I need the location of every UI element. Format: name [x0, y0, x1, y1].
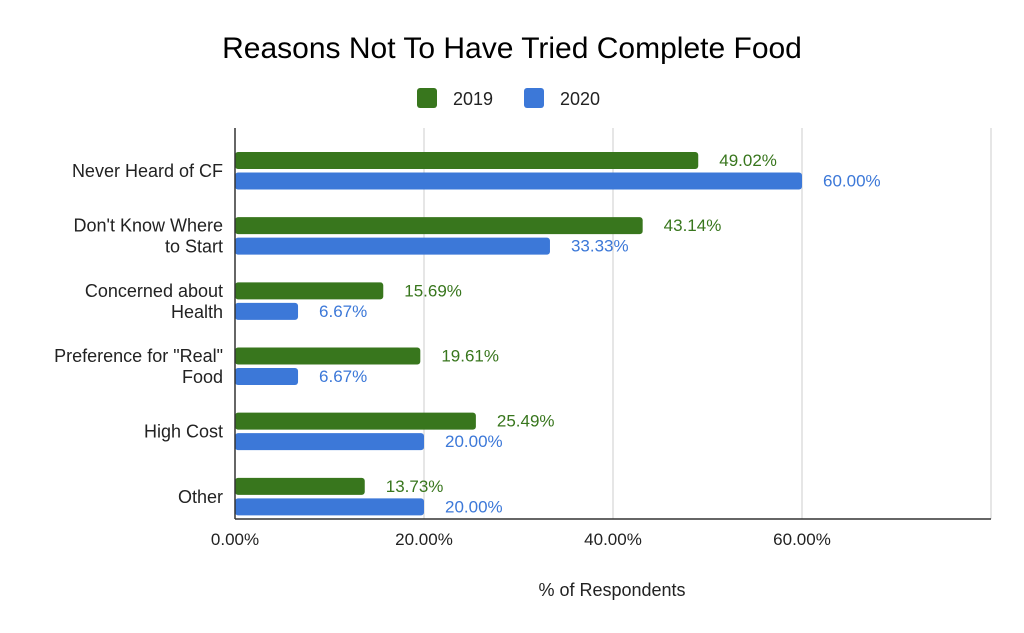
data-label-2020: 60.00% — [823, 172, 881, 191]
legend-swatch-2019 — [417, 88, 437, 108]
bar-2019 — [235, 347, 421, 365]
bar-2020 — [235, 498, 424, 516]
data-label-2020: 33.33% — [571, 237, 629, 256]
data-labels: 49.02% 60.00% 43.14% 33.33% 15.69% 6.67% 19.61… — [319, 151, 881, 516]
legend-swatch-2020 — [524, 88, 544, 108]
bars-group — [235, 152, 802, 516]
category-label: Health — [171, 302, 223, 322]
data-label-2020: 6.67% — [319, 367, 367, 386]
data-label-2019: 43.14% — [664, 216, 722, 235]
data-label-2019: 15.69% — [404, 281, 462, 300]
data-label-2020: 20.00% — [445, 497, 503, 516]
x-tick-label: 20.00% — [395, 530, 453, 549]
data-label-2020: 6.67% — [319, 302, 367, 321]
x-tick-label: 60.00% — [773, 530, 831, 549]
bar-2019 — [235, 282, 384, 300]
bar-2020 — [235, 433, 424, 451]
bar-2019 — [235, 412, 476, 430]
bar-2019 — [235, 217, 643, 235]
bar-2019 — [235, 152, 699, 169]
data-label-2019: 19.61% — [441, 347, 499, 366]
legend-label-2019: 2019 — [453, 89, 493, 109]
bar-2020 — [235, 237, 550, 255]
category-label: Never Heard of CF — [72, 161, 223, 181]
data-label-2019: 13.73% — [386, 477, 444, 496]
data-label-2019: 49.02% — [719, 151, 777, 170]
category-label: Preference for "Real" — [54, 346, 223, 366]
legend-label-2020: 2020 — [560, 89, 600, 109]
legend: 2019 2020 — [417, 88, 600, 109]
category-label: Concerned about — [85, 281, 223, 301]
bar-2019 — [235, 477, 365, 495]
x-tick-label: 0.00% — [211, 530, 259, 549]
gridlines — [423, 128, 992, 519]
x-tick-label: 40.00% — [584, 530, 642, 549]
x-axis-title: % of Respondents — [538, 580, 685, 600]
category-label: Other — [178, 487, 223, 507]
bar-2020 — [235, 172, 802, 190]
category-label: Don't Know Where — [73, 216, 223, 236]
category-label: Food — [182, 367, 223, 387]
category-label: to Start — [165, 237, 223, 257]
bar-2020 — [235, 368, 299, 385]
data-label-2019: 25.49% — [497, 412, 555, 431]
data-label-2020: 20.00% — [445, 432, 503, 451]
axes — [234, 128, 991, 520]
bar-2020 — [235, 302, 299, 320]
category-label: High Cost — [144, 422, 223, 442]
chart-title: Reasons Not To Have Tried Complete Food — [222, 32, 802, 65]
x-tick-labels: 0.00% 20.00% 40.00% 60.00% — [211, 530, 831, 549]
